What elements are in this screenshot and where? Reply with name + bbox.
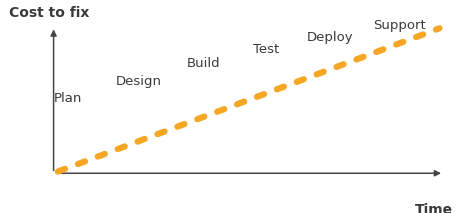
Text: Test: Test — [253, 43, 280, 56]
Text: Deploy: Deploy — [306, 31, 353, 44]
Text: Cost to fix: Cost to fix — [9, 6, 90, 20]
Text: Support: Support — [373, 19, 426, 32]
Text: Build: Build — [187, 57, 220, 70]
Text: Plan: Plan — [54, 92, 82, 105]
Text: Time: Time — [414, 203, 453, 213]
Text: Design: Design — [116, 75, 162, 88]
